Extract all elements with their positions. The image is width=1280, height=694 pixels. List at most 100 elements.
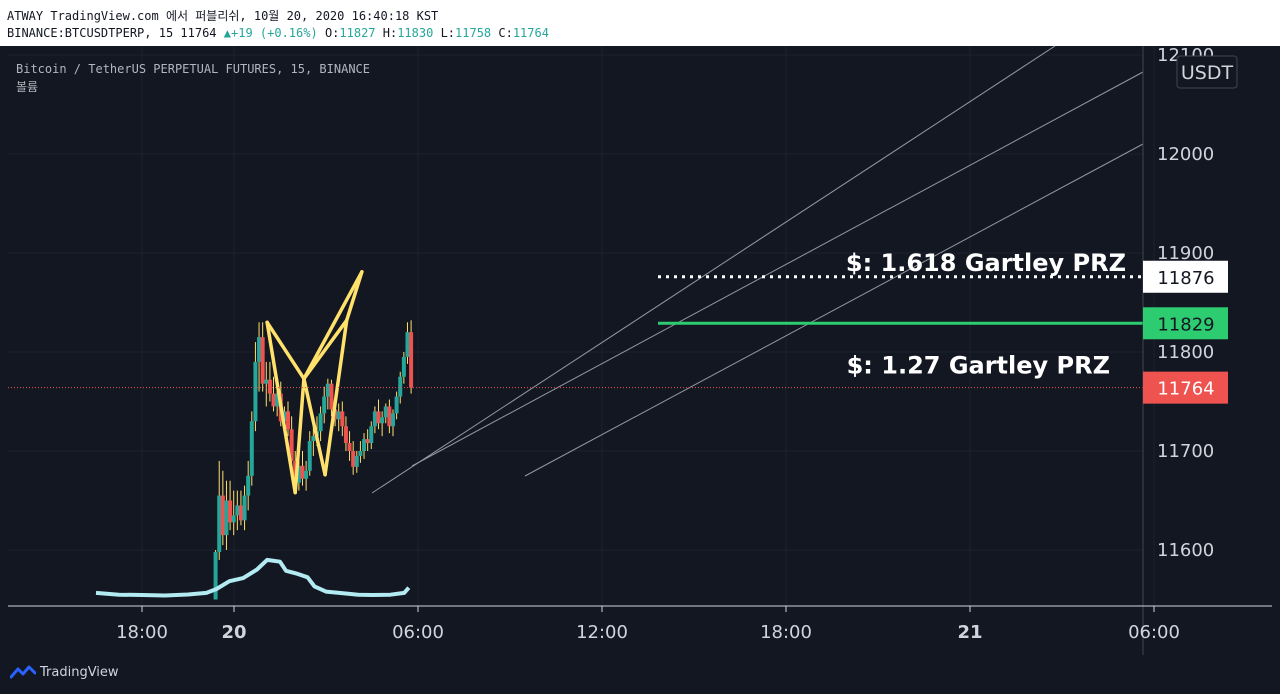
y-tick-label: 11900 [1157, 243, 1214, 264]
candle-body [304, 470, 309, 479]
pattern-leg [323, 318, 349, 477]
tradingview-logo-icon [10, 665, 36, 679]
candle-body [231, 515, 236, 523]
tradingview-logo: TradingView [10, 664, 119, 680]
candle-body [253, 361, 258, 422]
currency-label: USDT [1181, 62, 1234, 84]
candle-body [325, 383, 330, 397]
candle-body [311, 436, 316, 442]
price-tag-box [1143, 371, 1228, 404]
candle-body [246, 475, 251, 496]
candle-body [220, 495, 225, 536]
y-tick-label: 11800 [1157, 342, 1214, 363]
low-label: L: [440, 26, 456, 40]
candle-body [289, 429, 294, 461]
candle-body [380, 417, 385, 424]
candle-body [224, 500, 229, 536]
prz-levels: $: 1.618 Gartley PRZ $: 1.27 Gartley PRZ [8, 249, 1143, 389]
candle-body [318, 413, 323, 432]
pattern-leg [302, 376, 327, 477]
candle-body [322, 396, 327, 414]
candle-body [362, 439, 367, 451]
price-tag-box [1143, 260, 1228, 293]
price-tag-value: 11876 [1157, 268, 1214, 289]
channel-line [524, 143, 1144, 477]
x-tick-label: 06:00 [1128, 622, 1180, 643]
last-price: 11764 [180, 26, 217, 40]
price-tags: 11876 11829 11764 [1143, 260, 1228, 404]
candle-body [260, 337, 265, 384]
header-bar: ATWAY TradingView.com 에서 퍼블리쉬, 10월 20, 2… [0, 0, 1280, 46]
price-axis[interactable]: 121001200011900118001170011600 [1157, 46, 1214, 561]
open-value: 11827 [339, 26, 376, 40]
candle-body [401, 356, 406, 377]
chart-legend: Bitcoin / TetherUS PERPETUAL FUTURES, 15… [16, 60, 370, 96]
symbol: BINANCE:BTCUSDTPERP, 15 [7, 26, 174, 40]
x-tick-label: 20 [221, 622, 246, 643]
low-value: 11758 [455, 26, 492, 40]
y-tick-label: 11700 [1157, 441, 1214, 462]
high-value: 11830 [397, 26, 434, 40]
x-tick-label: 18:00 [116, 622, 168, 643]
candle-body [409, 332, 414, 388]
pattern-leg [344, 270, 364, 323]
pattern-leg [293, 376, 306, 495]
candle-body [383, 406, 388, 418]
candle-body [369, 426, 374, 444]
candle-body [271, 393, 276, 407]
candle-body [343, 426, 348, 444]
channel-line [411, 71, 1144, 467]
candle-body [235, 505, 240, 516]
y-tick-label: 11600 [1157, 540, 1214, 561]
open-label: O: [324, 26, 340, 40]
candle-body [398, 376, 403, 397]
candle-body [347, 443, 352, 451]
pattern-leg [302, 270, 364, 381]
candle-body [329, 383, 334, 410]
annotation-1618: $: 1.618 Gartley PRZ [846, 249, 1126, 277]
candle-body [217, 495, 222, 552]
candle-body [376, 411, 381, 424]
candle-body [213, 551, 218, 600]
price-tag-value: 11829 [1157, 314, 1214, 335]
close-value: 11764 [512, 26, 549, 40]
candlestick-chart[interactable]: $: 1.618 Gartley PRZ$: 1.27 Gartley PRZ … [0, 46, 1280, 694]
x-tick-label: 06:00 [392, 622, 444, 643]
candle-body [351, 451, 356, 467]
candle-body [264, 379, 269, 384]
chart-title: Bitcoin / TetherUS PERPETUAL FUTURES, 15… [16, 62, 371, 76]
candle-body [242, 495, 247, 521]
candle-body [354, 455, 359, 467]
candle-body [336, 411, 341, 420]
candle-body [387, 406, 392, 427]
volume-indicator-label: 볼륨 [16, 80, 39, 94]
currency-button[interactable] [1176, 55, 1238, 89]
y-tick-label: 12000 [1157, 144, 1214, 165]
candle-body [286, 411, 291, 430]
candle-body [249, 421, 254, 476]
candle-body [372, 411, 377, 427]
publish-info: ATWAY TradingView.com 에서 퍼블리쉬, 10월 20, 2… [7, 9, 439, 23]
close-label: C: [498, 26, 513, 40]
annotation-127: $: 1.27 Gartley PRZ [847, 351, 1110, 379]
candle-body [257, 337, 262, 362]
ohlc-line: BINANCE:BTCUSDTPERP, 15 11764 ▲+19 (+0.1… [7, 26, 549, 40]
pattern-leg [265, 320, 297, 495]
price-change: +19 (+0.16%) [231, 26, 318, 40]
brand-name: TradingView [40, 664, 119, 680]
candle-body [340, 411, 345, 427]
volume-line [95, 557, 411, 598]
candle-body [405, 332, 410, 357]
candle-body [267, 379, 272, 394]
x-tick-label: 12:00 [576, 622, 628, 643]
pattern-leg [265, 320, 306, 381]
price-tag-value: 11764 [1157, 379, 1214, 400]
candle-body [296, 465, 301, 483]
high-label: H: [382, 26, 398, 40]
gartley-pattern [265, 270, 364, 495]
candle-body [300, 465, 305, 479]
candle-body [365, 439, 370, 444]
candle-body [394, 396, 399, 414]
candle-body [238, 505, 243, 521]
